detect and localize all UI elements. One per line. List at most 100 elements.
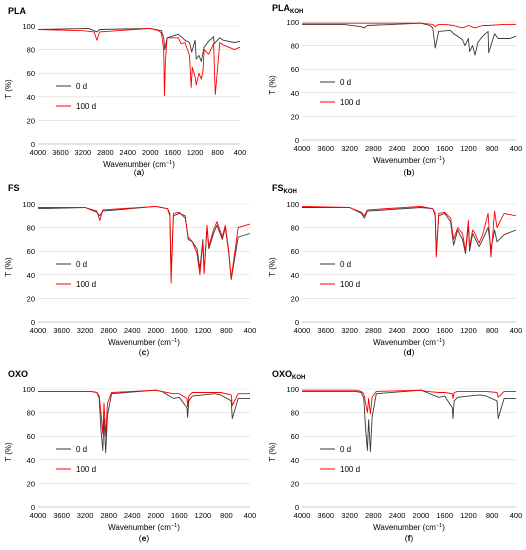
- x-tick-label: 3600: [52, 148, 69, 157]
- x-axis-label-close: ): [442, 156, 445, 165]
- x-tick-label: 2800: [100, 511, 117, 520]
- panel-title-sub: KOH: [284, 189, 297, 195]
- x-axis-label: Wavenumber (cm−1): [103, 160, 175, 169]
- x-axis-label-close: ): [177, 523, 180, 532]
- panel-title-main: PLA: [272, 3, 291, 13]
- chart-panel-5: OXO 0 20 40 60 80 100 4000 3600 3200 2800 2400 2000 1…: [4, 369, 256, 543]
- x-tick-label: 3200: [341, 326, 358, 335]
- panel-letter: (d): [404, 347, 415, 357]
- panel-title-main: PLA: [8, 6, 27, 16]
- legend-label: 100 d: [76, 102, 96, 111]
- legend-label: 0 d: [76, 260, 87, 269]
- y-tick-label: 100: [22, 385, 35, 394]
- panel-letter-close: ): [412, 167, 415, 177]
- panel-title: PLA: [8, 6, 27, 16]
- x-axis-label: Wavenumber (cm−1): [373, 338, 445, 347]
- x-tick-label: 2400: [389, 326, 406, 335]
- x-tick-label: 800: [220, 511, 233, 520]
- x-tick-label: 1200: [460, 326, 477, 335]
- x-tick-label: 400: [244, 326, 257, 335]
- x-tick-label: 2400: [119, 148, 136, 157]
- panel-title-sub: KOH: [290, 9, 303, 15]
- x-tick-label: 1200: [460, 511, 477, 520]
- series-line-100d: [302, 22, 516, 29]
- x-axis-label: Wavenumber (cm−1): [108, 338, 180, 347]
- x-axis-label-exp: −1: [171, 338, 177, 344]
- x-tick-label: 3200: [77, 326, 94, 335]
- y-tick-label: 60: [291, 247, 299, 256]
- x-tick-label: 1200: [195, 326, 212, 335]
- panel-title-main: OXO: [272, 369, 292, 379]
- y-tick-label: 60: [27, 69, 35, 78]
- x-tick-label: 2400: [389, 511, 406, 520]
- y-tick-label: 0: [295, 136, 299, 145]
- x-tick-label: 800: [486, 144, 499, 153]
- x-axis-label-text: Wavenumber (cm: [108, 523, 171, 532]
- y-tick-label: 0: [295, 318, 299, 327]
- y-tick-label: 0: [31, 503, 35, 512]
- x-tick-label: 4000: [30, 511, 47, 520]
- x-tick-label: 1600: [436, 326, 453, 335]
- legend-label: 100 d: [340, 465, 360, 474]
- chart-panel-1: PLA 0 20 40 60 80 100 4000 3600 3200 2800 2400 2000 1…: [4, 6, 246, 177]
- x-axis-label-close: ): [172, 160, 175, 169]
- panel-letter-char: a: [137, 167, 142, 177]
- x-tick-label: 2000: [413, 144, 430, 153]
- x-tick-label: 1600: [171, 511, 188, 520]
- panel-title: FS: [8, 183, 20, 193]
- x-axis-label: Wavenumber (cm−1): [108, 523, 180, 532]
- series-line-0d: [302, 389, 516, 452]
- x-axis-label: Wavenumber (cm−1): [373, 523, 445, 532]
- y-axis-label: T (%): [4, 79, 13, 99]
- y-axis-label: T (%): [4, 257, 13, 277]
- panel-title: OXO: [8, 369, 28, 379]
- x-axis-label-close: ): [177, 338, 180, 347]
- y-tick-label: 80: [27, 409, 35, 418]
- panel-letter-close: ): [410, 533, 413, 543]
- x-tick-label: 2800: [365, 511, 382, 520]
- y-tick-label: 60: [291, 65, 299, 74]
- x-tick-label: 2400: [124, 326, 141, 335]
- x-axis-label-exp: −1: [166, 160, 172, 166]
- y-tick-label: 60: [27, 432, 35, 441]
- x-tick-label: 400: [510, 511, 523, 520]
- panel-letter: (c): [139, 347, 150, 357]
- chart-panel-3: FS 0 20 40 60 80 100 4000 3600 3200 2800 2400 2000 16…: [4, 183, 256, 357]
- series-line-100d: [38, 389, 250, 437]
- panel-title-main: FS: [272, 183, 284, 193]
- x-tick-label: 1200: [195, 511, 212, 520]
- panel-title: OXOKOH: [272, 369, 305, 381]
- y-tick-label: 100: [286, 385, 299, 394]
- x-tick-label: 2000: [413, 326, 430, 335]
- x-axis-label-close: ): [442, 338, 445, 347]
- y-tick-label: 0: [31, 140, 35, 149]
- x-tick-label: 2000: [142, 148, 159, 157]
- panel-title: FSKOH: [272, 183, 297, 195]
- panel-letter-char: e: [142, 533, 147, 543]
- panel-title-main: FS: [8, 183, 20, 193]
- x-tick-label: 3200: [75, 148, 92, 157]
- series-line-0d: [302, 22, 517, 56]
- x-tick-label: 2800: [100, 326, 117, 335]
- x-tick-label: 2800: [365, 144, 382, 153]
- x-axis-label-text: Wavenumber (cm: [373, 338, 436, 347]
- x-axis-label-text: Wavenumber (cm: [373, 523, 436, 532]
- x-tick-label: 1200: [187, 148, 204, 157]
- panel-letter-close: ): [146, 533, 149, 543]
- y-tick-label: 80: [291, 42, 299, 51]
- x-tick-label: 400: [244, 511, 257, 520]
- x-tick-label: 2000: [413, 511, 430, 520]
- panel-title: PLAKOH: [272, 3, 303, 15]
- series-line-0d: [37, 205, 251, 280]
- x-tick-label: 3200: [341, 511, 358, 520]
- x-tick-label: 2000: [147, 326, 164, 335]
- y-tick-label: 100: [22, 200, 35, 209]
- y-tick-label: 80: [291, 224, 299, 233]
- y-tick-label: 20: [291, 294, 299, 303]
- y-tick-label: 0: [31, 318, 35, 327]
- legend-label: 0 d: [340, 445, 351, 454]
- y-tick-label: 20: [27, 479, 35, 488]
- x-tick-label: 1600: [171, 326, 188, 335]
- panel-letter-char: f: [408, 533, 411, 543]
